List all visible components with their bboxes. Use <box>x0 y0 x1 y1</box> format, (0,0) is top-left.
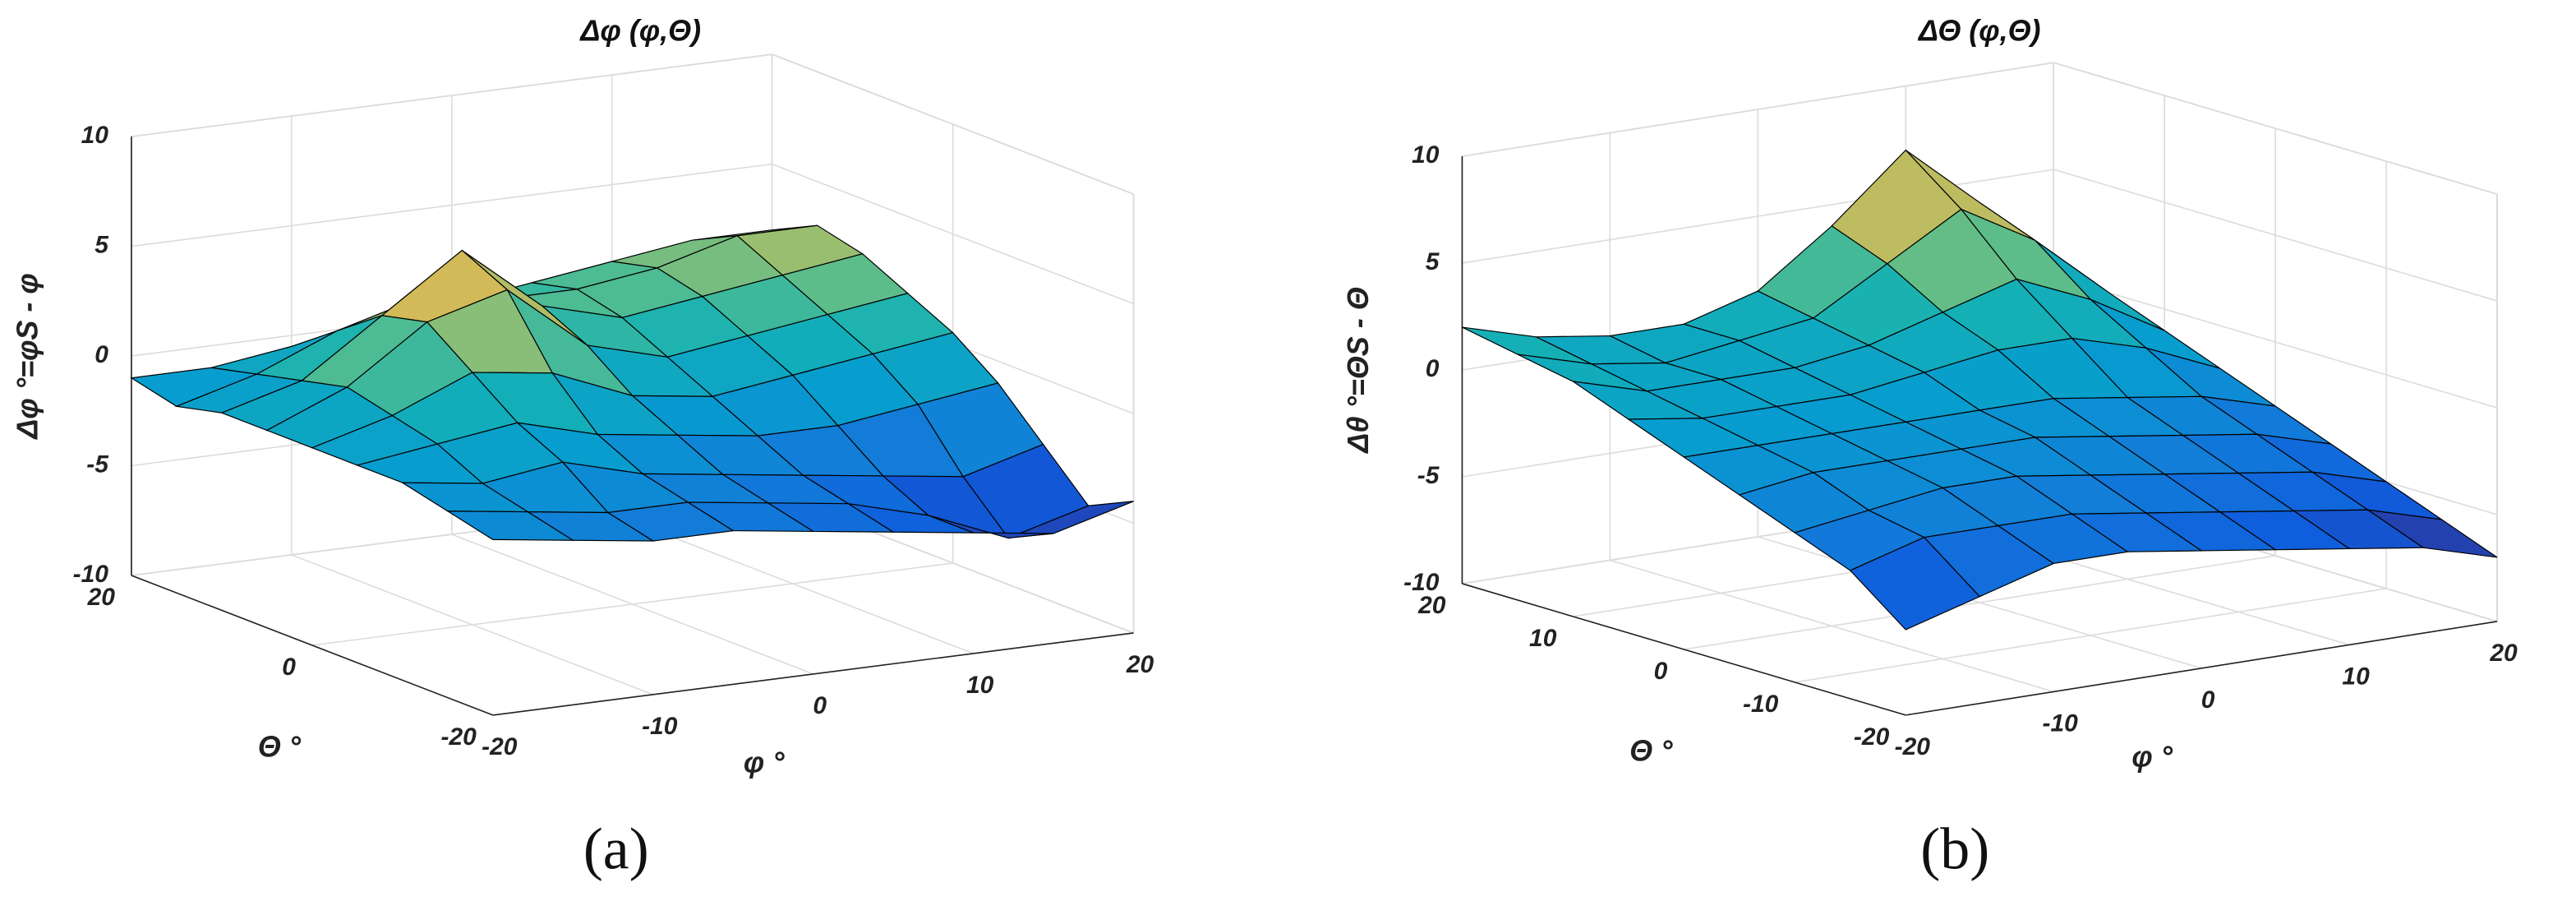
y-tick-label: 20 <box>1417 592 1446 619</box>
y-tick-label: 20 <box>87 584 116 611</box>
y-tick-label: -20 <box>1854 723 1890 751</box>
z-axis-label: Δφ °=φS - φ <box>10 273 44 440</box>
grid-line <box>2053 62 2498 195</box>
caption: (a) <box>583 816 649 881</box>
grid-line <box>131 53 772 137</box>
y-axis-label: Θ ° <box>1629 733 1673 767</box>
x-tick-label: -10 <box>2043 709 2079 737</box>
grid-line <box>2053 275 2498 409</box>
y-axis <box>131 575 494 716</box>
z-tick-label: -10 <box>1403 569 1440 596</box>
y-tick-label: -20 <box>440 723 477 751</box>
x-tick-label: -10 <box>642 713 678 740</box>
z-tick-label: 10 <box>81 122 109 149</box>
surface-patch <box>445 511 575 541</box>
y-axis-label: Θ ° <box>258 729 302 763</box>
caption: (b) <box>1920 816 1989 881</box>
y-axis <box>1462 583 1906 716</box>
x-tick-label: 20 <box>1126 651 1154 678</box>
chart-title: ΔΘ (φ,Θ) <box>1917 14 2041 48</box>
y-tick-label: 0 <box>282 654 296 681</box>
grid-line <box>1795 588 2387 683</box>
y-tick-label: 10 <box>1529 625 1557 652</box>
x-tick-label: 10 <box>2342 663 2370 690</box>
z-tick-label: -5 <box>86 450 109 478</box>
grid-line <box>311 562 953 646</box>
grid-line <box>772 163 1134 305</box>
z-tick-label: 0 <box>1426 355 1440 382</box>
z-tick-label: -10 <box>73 561 109 588</box>
x-tick-label: 0 <box>813 692 827 719</box>
y-tick-label: 0 <box>1654 658 1668 685</box>
z-tick-label: -5 <box>1417 462 1440 489</box>
x-tick-label: 20 <box>2489 640 2518 667</box>
x-tick-label: -20 <box>1895 733 1931 760</box>
grid-line <box>1684 555 2276 650</box>
z-tick-label: 0 <box>94 341 108 368</box>
chart-title: Δφ (φ,Θ) <box>578 14 701 48</box>
x-axis-label: φ ° <box>2131 739 2173 773</box>
x-axis-label: φ ° <box>744 745 785 779</box>
z-tick-label: 5 <box>94 232 109 259</box>
x-tick-label: 10 <box>966 672 994 699</box>
y-tick-label: -10 <box>1743 691 1779 718</box>
surface-patch <box>1849 536 1981 631</box>
grid-line <box>1462 62 2054 157</box>
grid-line <box>2053 169 2498 302</box>
z-tick-label: 5 <box>1426 248 1440 275</box>
grid-line <box>772 53 1134 195</box>
grid-line <box>131 163 772 247</box>
z-axis-label: Δθ °=ΘS - Θ <box>1341 287 1375 455</box>
x-axis <box>1906 621 2498 716</box>
z-tick-label: 10 <box>1412 141 1440 169</box>
x-tick-label: 0 <box>2201 686 2215 714</box>
x-axis <box>492 632 1134 716</box>
x-tick-label: -20 <box>482 733 518 760</box>
